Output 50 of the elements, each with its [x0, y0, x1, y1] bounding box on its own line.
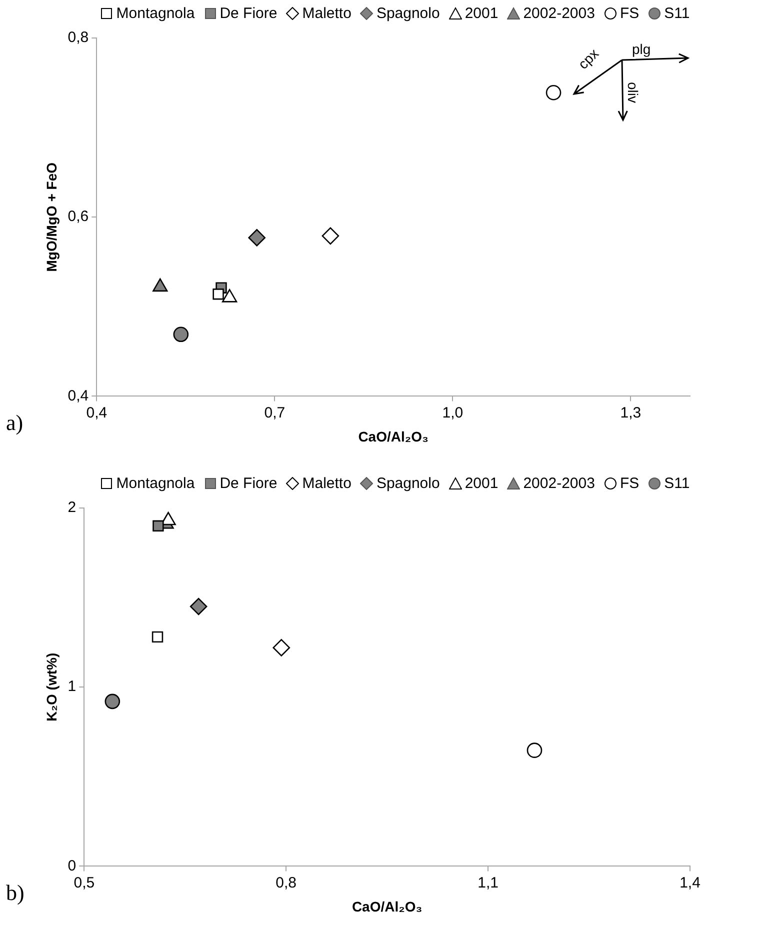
legend-label: FS [620, 474, 640, 492]
y-tick-label: 0 [68, 857, 76, 874]
y-axis-title: K₂O (wt%) [43, 652, 60, 722]
point [173, 326, 189, 342]
legend-label: Montagnola [116, 474, 195, 492]
legend-label: De Fiore [220, 4, 278, 22]
x-tick-label: 1,0 [442, 404, 464, 422]
annotation: cpx [574, 45, 602, 72]
y-tick-label: 1 [68, 678, 76, 696]
y-tick-label: 2 [68, 499, 76, 516]
legend-label: FS [620, 4, 640, 22]
x-tick-label: 0,8 [276, 874, 297, 892]
legend-label: De Fiore [220, 474, 278, 492]
x-tick-label: 1,4 [680, 874, 700, 892]
legend-label: S11 [664, 4, 690, 22]
x-axis-title: CaO/Al₂O₃ [358, 428, 428, 444]
annotation: oliv [625, 82, 641, 104]
y-tick-label: 0,8 [68, 29, 89, 46]
point [546, 84, 562, 100]
legend-label: 2002-2003 [523, 474, 595, 492]
legend-label: 2001 [464, 474, 498, 492]
x-tick-label: 0,5 [74, 874, 95, 892]
text: b) [6, 880, 24, 906]
legend-label: S11 [664, 474, 690, 492]
legend-label: Spagnolo [376, 474, 440, 492]
y-tick-label: 0,6 [68, 208, 89, 226]
annotation: plg [632, 41, 651, 57]
point [248, 229, 266, 246]
legend-label: Montagnola [116, 4, 195, 22]
x-tick-label: 1,3 [620, 404, 642, 422]
legend-label: Maletto [302, 474, 352, 492]
x-tick-label: 0,7 [264, 404, 286, 422]
point [272, 639, 290, 656]
point [190, 598, 208, 616]
legend-label: Maletto [302, 4, 352, 22]
point [526, 742, 542, 758]
legend-label: 2002-2003 [523, 4, 595, 22]
y-axis-title: MgO/MgO + FeO [43, 162, 60, 272]
point [152, 520, 164, 532]
legend-label: Spagnolo [376, 4, 440, 22]
point [104, 694, 120, 710]
x-axis-title: CaO/Al₂O₃ [352, 898, 422, 914]
point [322, 227, 340, 245]
x-tick-label: 0,4 [86, 404, 108, 422]
legend-label: 2001 [464, 4, 498, 22]
point [212, 288, 224, 300]
y-tick-label: 0,4 [68, 387, 89, 404]
point [152, 631, 164, 643]
text: a) [6, 410, 24, 436]
x-tick-label: 1,1 [478, 874, 498, 892]
